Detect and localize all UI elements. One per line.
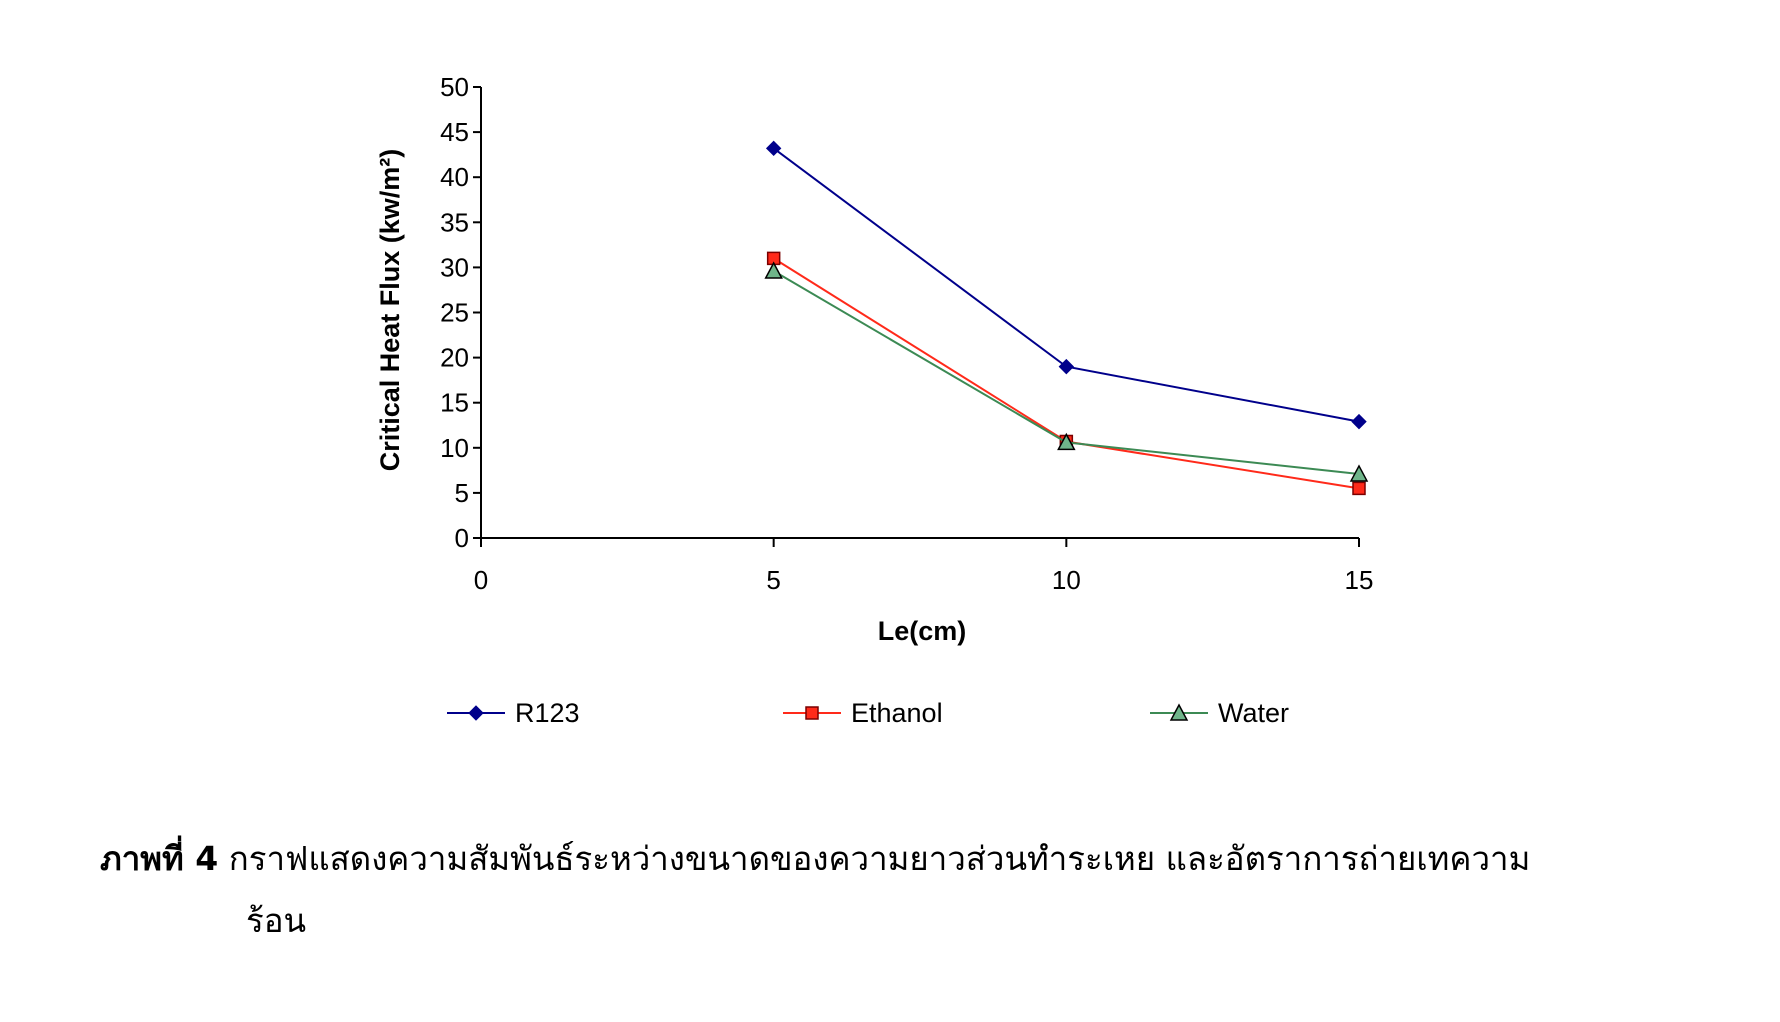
series-r123 (765, 140, 1367, 430)
data-point (1349, 464, 1369, 482)
y-tick-label: 35 (440, 207, 469, 237)
data-point (765, 140, 782, 157)
x-tick-label: 10 (1052, 565, 1081, 595)
y-tick-label: 0 (455, 523, 469, 553)
y-axis-label: Critical Heat Flux (kw/m²) (375, 149, 405, 472)
legend-label: Water (1218, 698, 1289, 728)
legend-marker (805, 706, 819, 720)
legend-marker (468, 705, 484, 721)
legend-label: R123 (515, 698, 580, 728)
series-water (764, 261, 1369, 482)
data-point (1351, 413, 1367, 430)
y-tick-label: 45 (440, 117, 469, 147)
legend-marker (1169, 703, 1189, 721)
figure-caption: ภาพที่ 4 กราฟแสดงความสัมพันธ์ระหว่างขนาด… (100, 835, 1720, 945)
y-tick-label: 5 (455, 478, 469, 508)
y-tick-label: 10 (440, 433, 469, 463)
legend-item-water: Water (1150, 698, 1289, 728)
y-tick-label: 30 (440, 252, 469, 282)
legend-item-ethanol: Ethanol (783, 698, 943, 728)
series-group (764, 140, 1369, 496)
legend-item-r123: R123 (447, 698, 580, 728)
x-axis-label: Le(cm) (878, 616, 967, 646)
y-tick-label: 25 (440, 298, 469, 328)
y-tick-label: 50 (440, 72, 469, 102)
x-tick-label: 15 (1345, 565, 1374, 595)
data-point (1058, 358, 1075, 375)
legend: R123 Ethanol Water (447, 698, 1289, 728)
data-point (764, 261, 783, 279)
data-point (1352, 481, 1366, 496)
line-chart: 0 5 10 15 20 25 30 35 40 45 50 0 5 10 15 Critical Hea… (375, 72, 1374, 728)
x-tick-label: 5 (766, 565, 780, 595)
y-tick-label: 20 (440, 343, 469, 373)
data-point (1057, 432, 1076, 451)
caption-label: ภาพที่ 4 (100, 839, 219, 878)
x-tick-label: 0 (474, 565, 488, 595)
legend-label: Ethanol (851, 698, 943, 728)
y-tick-label: 15 (440, 388, 469, 418)
x-axis-ticks: 0 5 10 15 (474, 538, 1374, 595)
y-tick-label: 40 (440, 162, 469, 192)
caption-text-line1: กราฟแสดงความสัมพันธ์ระหว่างขนาดของความยา… (228, 839, 1531, 878)
caption-text-line2: ร้อน (246, 901, 307, 940)
series-line (773, 147, 1360, 423)
axes (480, 87, 1359, 539)
y-axis-ticks: 0 5 10 15 20 25 30 35 40 45 50 (440, 72, 481, 553)
